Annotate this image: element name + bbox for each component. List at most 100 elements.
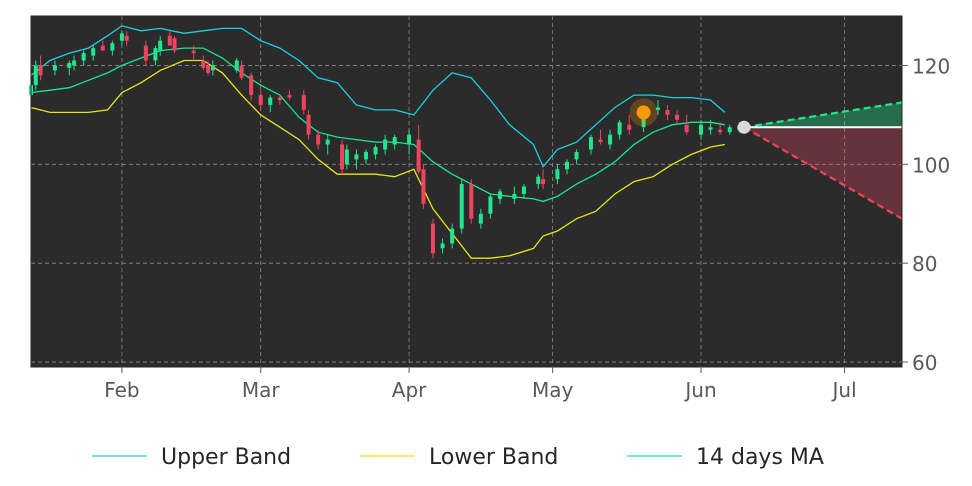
candle-body (153, 48, 158, 61)
last-price-marker (737, 120, 751, 134)
candle-body (684, 124, 689, 133)
candle-body (588, 137, 593, 150)
candle-body (727, 127, 732, 133)
y-tick-label: 100 (912, 153, 950, 177)
candle-body (52, 65, 57, 71)
candle-body (143, 45, 148, 61)
candle-body (373, 147, 378, 155)
candle-body (665, 109, 670, 115)
series-line-1 (30, 59, 726, 259)
candle-body (201, 60, 206, 68)
plot-background (31, 16, 902, 367)
candle-body (617, 122, 622, 135)
candle-body (301, 95, 306, 110)
candle-body (383, 139, 388, 150)
candle-body (344, 149, 349, 165)
axes (30, 15, 908, 373)
candle-body (392, 137, 397, 145)
legend-label-2: 14 days MA (696, 445, 824, 470)
candle-body (72, 60, 77, 66)
candle-body (38, 65, 43, 76)
candle-body (316, 134, 321, 145)
candle-body (699, 124, 703, 135)
candle-body (67, 62, 72, 68)
candle-body (641, 114, 646, 128)
highlight-marker (636, 105, 651, 120)
candle-body (258, 95, 263, 105)
candle-body (158, 40, 163, 51)
candle-body (521, 186, 526, 194)
candle-body (206, 65, 211, 73)
plot-area (31, 16, 902, 367)
candle-body (574, 151, 579, 160)
x-tick-label: May (532, 378, 574, 402)
grid-lines (31, 16, 902, 367)
candle-body (354, 154, 359, 160)
candle-body (718, 129, 723, 133)
candle-body (100, 45, 105, 51)
candle-body (119, 33, 124, 41)
candle-body (124, 35, 129, 41)
candle-body (210, 65, 215, 71)
candle-body (512, 193, 517, 199)
series-line-0 (30, 25, 726, 169)
x-tick-labels: Feb Mar Apr May Jun Jul (104, 378, 856, 402)
x-tick-label: Jul (831, 378, 857, 402)
candle-body (325, 139, 330, 145)
candle-body (655, 107, 660, 110)
candle-body (708, 127, 713, 130)
candle-body (459, 184, 464, 229)
forecast-down-line (743, 126, 903, 220)
markers (629, 98, 751, 134)
legend: Upper Band Lower Band 14 days MA (92, 445, 824, 470)
candle-body (249, 75, 254, 96)
candle-body (110, 43, 115, 51)
candle-body (555, 169, 560, 180)
candle-body (416, 139, 421, 172)
candle-body (306, 114, 311, 135)
candle-body (287, 95, 292, 98)
candle-body (478, 213, 483, 224)
candle-body (407, 134, 412, 145)
candle-body (627, 124, 632, 130)
candle-body (469, 184, 474, 219)
x-tick-label: Jun (683, 378, 716, 402)
candle-body (91, 48, 96, 56)
candle-body (268, 97, 273, 105)
candle-body (431, 223, 435, 254)
candle-body (565, 161, 569, 170)
candle-body (536, 176, 541, 185)
x-tick-label: Feb (104, 378, 139, 402)
candle-body (277, 97, 282, 101)
y-tick-label: 60 (912, 351, 937, 375)
legend-label-0: Upper Band (161, 445, 291, 470)
y-tick-label: 80 (912, 252, 937, 276)
candle-body (488, 196, 493, 214)
candle-body (191, 50, 196, 54)
legend-label-1: Lower Band (429, 445, 558, 470)
candle-body (440, 243, 445, 249)
candle-body (81, 53, 86, 61)
forecast-up-line (743, 101, 903, 129)
forecast-area (743, 101, 903, 220)
candle-body (421, 169, 426, 204)
plot-frame (30, 15, 903, 368)
x-tick-label: Apr (392, 378, 427, 402)
candle-body (498, 191, 502, 199)
candle-body (234, 60, 239, 71)
candle-body (675, 114, 680, 120)
candle-body (598, 139, 603, 143)
candle-body (167, 35, 172, 46)
candle-body (172, 38, 177, 51)
candle-body (239, 65, 244, 78)
candle-body (364, 151, 368, 160)
candle-body (340, 144, 345, 170)
candle-body (541, 179, 546, 185)
x-tick-label: Mar (242, 378, 281, 402)
candle-body (450, 228, 455, 244)
y-tick-label: 120 (912, 54, 950, 78)
candle-body (33, 65, 38, 86)
candle-body (608, 134, 613, 145)
y-tick-labels: 60 80 100 120 (912, 54, 950, 375)
